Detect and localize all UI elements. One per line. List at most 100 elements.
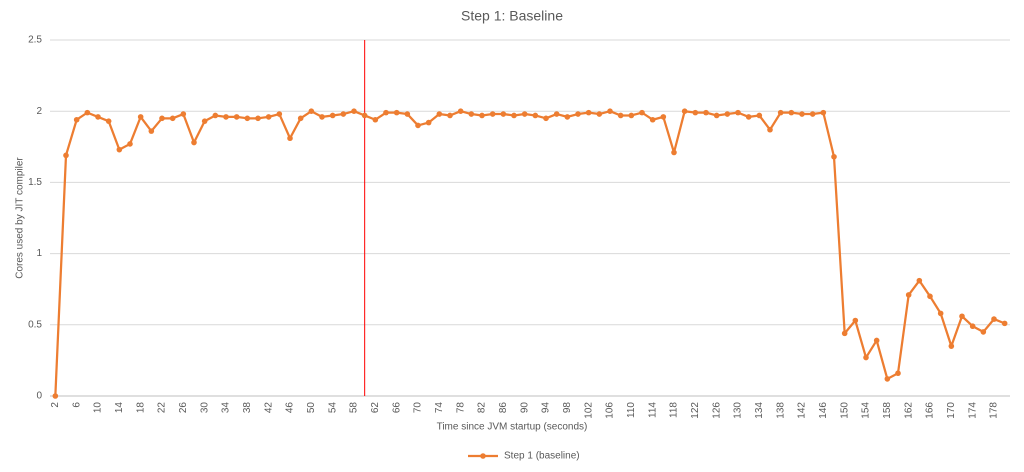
y-tick-label: 2.5 bbox=[28, 35, 42, 46]
x-tick-label: 146 bbox=[818, 402, 829, 419]
x-tick-label: 18 bbox=[135, 402, 146, 414]
data-point bbox=[948, 343, 955, 349]
data-point bbox=[255, 115, 261, 122]
x-tick-label: 22 bbox=[157, 402, 168, 414]
data-point bbox=[361, 112, 368, 119]
data-point bbox=[820, 109, 827, 116]
data-point bbox=[244, 115, 251, 122]
x-tick-label: 30 bbox=[199, 402, 210, 414]
data-point bbox=[212, 112, 219, 119]
x-tick-label: 66 bbox=[391, 402, 402, 414]
x-tick-label: 162 bbox=[903, 402, 914, 419]
data-point bbox=[841, 330, 848, 337]
data-point bbox=[553, 111, 560, 117]
data-point bbox=[543, 115, 549, 122]
y-tick-label: 1.5 bbox=[28, 177, 42, 188]
x-tick-label: 118 bbox=[669, 402, 680, 418]
x-tick-label: 54 bbox=[327, 402, 338, 414]
x-tick-label: 26 bbox=[178, 402, 189, 414]
data-point bbox=[319, 114, 325, 120]
data-point bbox=[745, 114, 752, 120]
data-point bbox=[169, 115, 176, 122]
data-point bbox=[596, 111, 603, 117]
data-point bbox=[1001, 320, 1008, 327]
x-tick-label: 14 bbox=[114, 402, 125, 414]
data-point bbox=[276, 111, 283, 117]
data-point bbox=[863, 354, 869, 361]
data-point bbox=[148, 128, 155, 134]
data-point bbox=[937, 310, 944, 317]
data-point bbox=[777, 109, 784, 116]
x-tick-label: 134 bbox=[754, 402, 765, 419]
data-point bbox=[628, 112, 635, 119]
x-tick-label: 166 bbox=[925, 402, 936, 419]
x-tick-label: 122 bbox=[690, 402, 701, 419]
x-tick-label: 34 bbox=[221, 402, 232, 414]
y-tick-label: 0.5 bbox=[28, 319, 42, 330]
data-point bbox=[95, 114, 101, 120]
data-point bbox=[105, 118, 112, 124]
x-tick-label: 110 bbox=[626, 402, 637, 418]
data-point bbox=[671, 149, 677, 156]
data-point bbox=[287, 135, 293, 142]
x-tick-label: 178 bbox=[989, 402, 1000, 419]
x-tick-label: 150 bbox=[839, 402, 850, 419]
x-tick-label: 42 bbox=[263, 402, 274, 414]
data-point bbox=[425, 119, 432, 126]
data-point bbox=[788, 109, 795, 116]
y-tick-label: 2 bbox=[36, 106, 42, 117]
x-tick-label: 126 bbox=[711, 402, 722, 419]
x-tick-label: 74 bbox=[434, 402, 445, 414]
data-point bbox=[511, 112, 517, 119]
data-point bbox=[660, 114, 667, 120]
x-tick-label: 130 bbox=[733, 402, 744, 419]
x-tick-label: 94 bbox=[541, 402, 552, 414]
data-point bbox=[649, 116, 656, 123]
data-point bbox=[308, 108, 315, 114]
data-point bbox=[265, 114, 272, 120]
data-point bbox=[959, 313, 965, 320]
data-point bbox=[479, 112, 485, 119]
x-axis-title: Time since JVM startup (seconds) bbox=[437, 422, 588, 433]
data-point bbox=[756, 112, 763, 119]
data-point bbox=[916, 277, 923, 284]
data-point bbox=[436, 111, 443, 117]
x-tick-label: 62 bbox=[370, 402, 381, 414]
x-tick-label: 50 bbox=[306, 402, 317, 414]
data-point bbox=[980, 329, 987, 335]
data-point bbox=[735, 109, 741, 116]
data-point bbox=[724, 111, 731, 117]
data-point bbox=[393, 109, 400, 116]
data-point bbox=[809, 111, 816, 117]
data-point bbox=[297, 115, 304, 122]
data-point bbox=[884, 376, 891, 382]
x-tick-label: 46 bbox=[285, 402, 296, 414]
data-point bbox=[180, 111, 187, 117]
data-point bbox=[457, 108, 464, 114]
y-tick-label: 1 bbox=[36, 248, 42, 259]
x-tick-label: 142 bbox=[797, 402, 808, 419]
data-point bbox=[831, 153, 837, 160]
data-point bbox=[873, 337, 880, 344]
x-tick-label: 158 bbox=[882, 402, 893, 419]
x-tick-label: 174 bbox=[967, 402, 978, 419]
x-tick-label: 114 bbox=[647, 402, 658, 418]
x-tick-label: 58 bbox=[349, 402, 360, 414]
data-point bbox=[927, 293, 933, 300]
data-point bbox=[201, 118, 208, 124]
data-point bbox=[713, 112, 720, 119]
data-point bbox=[607, 108, 613, 114]
x-tick-label: 6 bbox=[71, 402, 82, 408]
data-point bbox=[415, 122, 421, 129]
data-point bbox=[223, 114, 229, 120]
data-point bbox=[468, 111, 475, 117]
x-tick-label: 90 bbox=[519, 402, 530, 414]
data-point bbox=[681, 108, 688, 114]
data-point bbox=[585, 109, 592, 116]
data-point bbox=[639, 109, 645, 116]
x-tick-label: 86 bbox=[498, 402, 509, 414]
x-tick-label: 10 bbox=[93, 402, 104, 414]
data-point bbox=[383, 109, 389, 116]
legend-label: Step 1 (baseline) bbox=[504, 451, 580, 462]
data-point bbox=[521, 111, 528, 117]
